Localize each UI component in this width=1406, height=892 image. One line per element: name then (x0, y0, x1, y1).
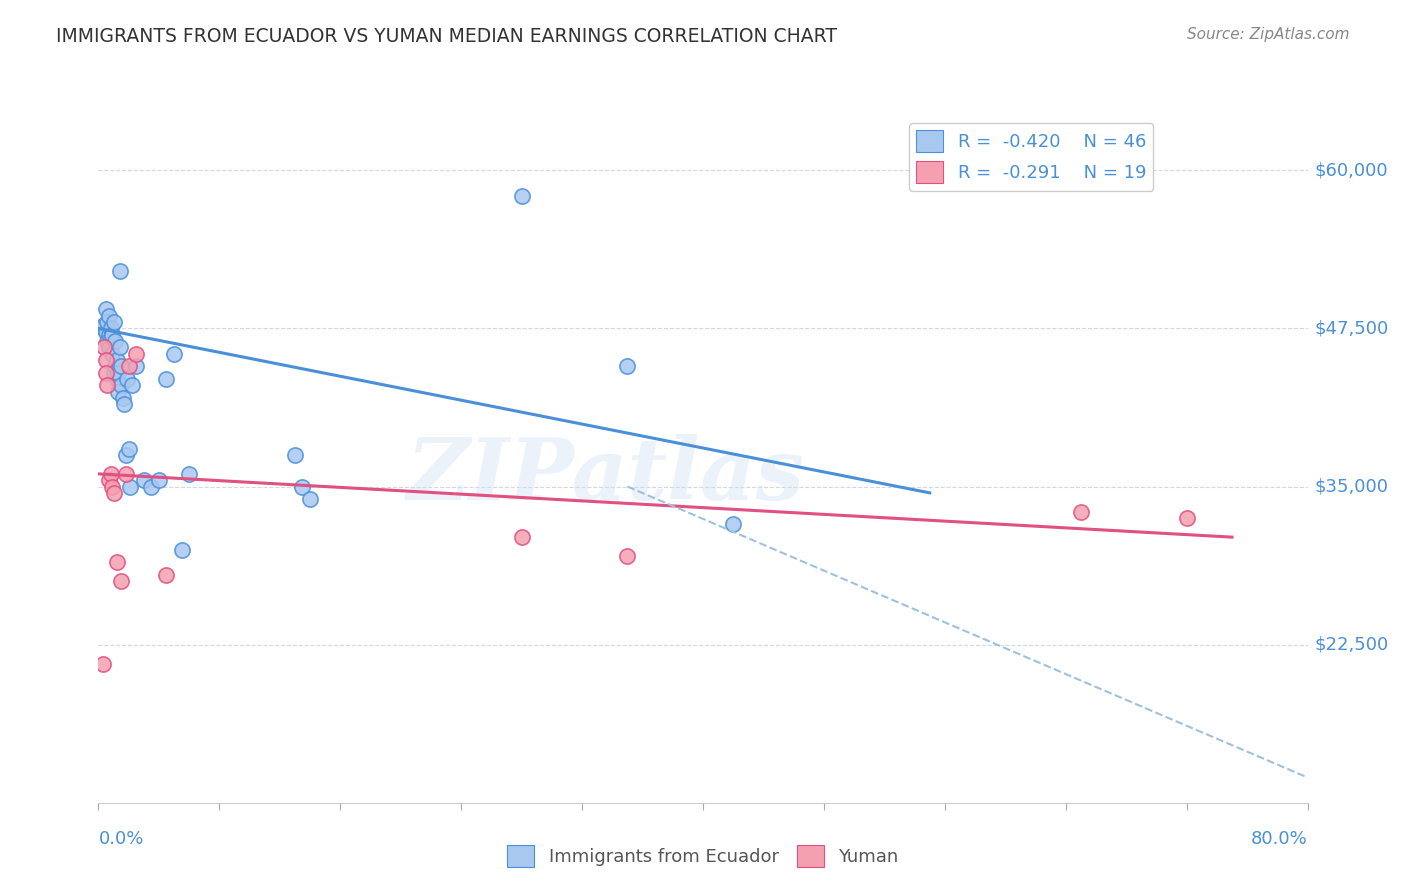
Point (94, 366, 117, 380)
Point (510, 530, 533, 544)
Text: 80.0%: 80.0% (1251, 830, 1308, 847)
Point (105, 372, 128, 386)
Text: $47,500: $47,500 (1315, 319, 1389, 337)
Point (108, 264, 131, 278)
Point (616, 549, 638, 563)
Point (96, 315, 118, 329)
Text: IMMIGRANTS FROM ECUADOR VS YUMAN MEDIAN EARNINGS CORRELATION CHART: IMMIGRANTS FROM ECUADOR VS YUMAN MEDIAN … (56, 27, 837, 45)
Point (101, 479, 124, 493)
Point (101, 327, 124, 342)
Point (100, 321, 122, 335)
Point (103, 315, 125, 329)
Point (107, 366, 129, 380)
Point (141, 479, 163, 493)
Point (155, 568, 177, 582)
Point (103, 486, 125, 500)
Point (112, 397, 135, 411)
Point (155, 372, 177, 386)
Point (98, 473, 121, 487)
Text: $60,000: $60,000 (1315, 161, 1388, 179)
Point (114, 467, 136, 481)
Point (118, 359, 141, 374)
Point (284, 448, 307, 462)
Point (125, 359, 148, 374)
Point (170, 542, 193, 557)
Point (163, 347, 186, 361)
Point (96, 334, 118, 348)
Text: 0.0%: 0.0% (98, 830, 143, 847)
Point (91, 321, 114, 335)
Point (104, 334, 127, 348)
Point (100, 330, 122, 344)
Point (94, 302, 117, 317)
Point (114, 448, 136, 462)
Point (93, 318, 115, 332)
Point (721, 517, 744, 532)
Point (510, 188, 533, 202)
Text: $35,000: $35,000 (1315, 477, 1389, 496)
Point (616, 359, 638, 374)
Point (1175, 511, 1198, 525)
Point (91, 657, 114, 671)
Point (94, 353, 117, 368)
Point (104, 359, 127, 374)
Point (98, 340, 121, 354)
Point (110, 378, 132, 392)
Point (132, 473, 155, 487)
Point (125, 347, 148, 361)
Point (177, 467, 201, 481)
Point (100, 467, 122, 481)
Point (120, 479, 142, 493)
Point (1070, 505, 1092, 519)
Legend: R =  -0.420    N = 46, R =  -0.291    N = 19: R = -0.420 N = 46, R = -0.291 N = 19 (910, 123, 1153, 191)
Point (107, 384, 129, 399)
Point (93, 340, 115, 354)
Point (98, 309, 121, 323)
Text: Source: ZipAtlas.com: Source: ZipAtlas.com (1187, 27, 1350, 42)
Point (118, 442, 141, 456)
Point (108, 340, 131, 354)
Legend: Immigrants from Ecuador, Yuman: Immigrants from Ecuador, Yuman (501, 838, 905, 874)
Point (111, 391, 134, 405)
Point (110, 359, 132, 374)
Point (115, 372, 138, 386)
Point (105, 556, 128, 570)
Point (101, 347, 124, 361)
Point (121, 378, 143, 392)
Point (110, 574, 132, 589)
Text: ZIPatlas: ZIPatlas (408, 434, 806, 517)
Point (148, 473, 170, 487)
Point (98, 327, 121, 342)
Text: $22,500: $22,500 (1315, 636, 1389, 654)
Point (105, 353, 128, 368)
Point (299, 492, 322, 507)
Point (103, 366, 125, 380)
Point (94, 325, 117, 339)
Point (96, 378, 118, 392)
Point (291, 479, 314, 493)
